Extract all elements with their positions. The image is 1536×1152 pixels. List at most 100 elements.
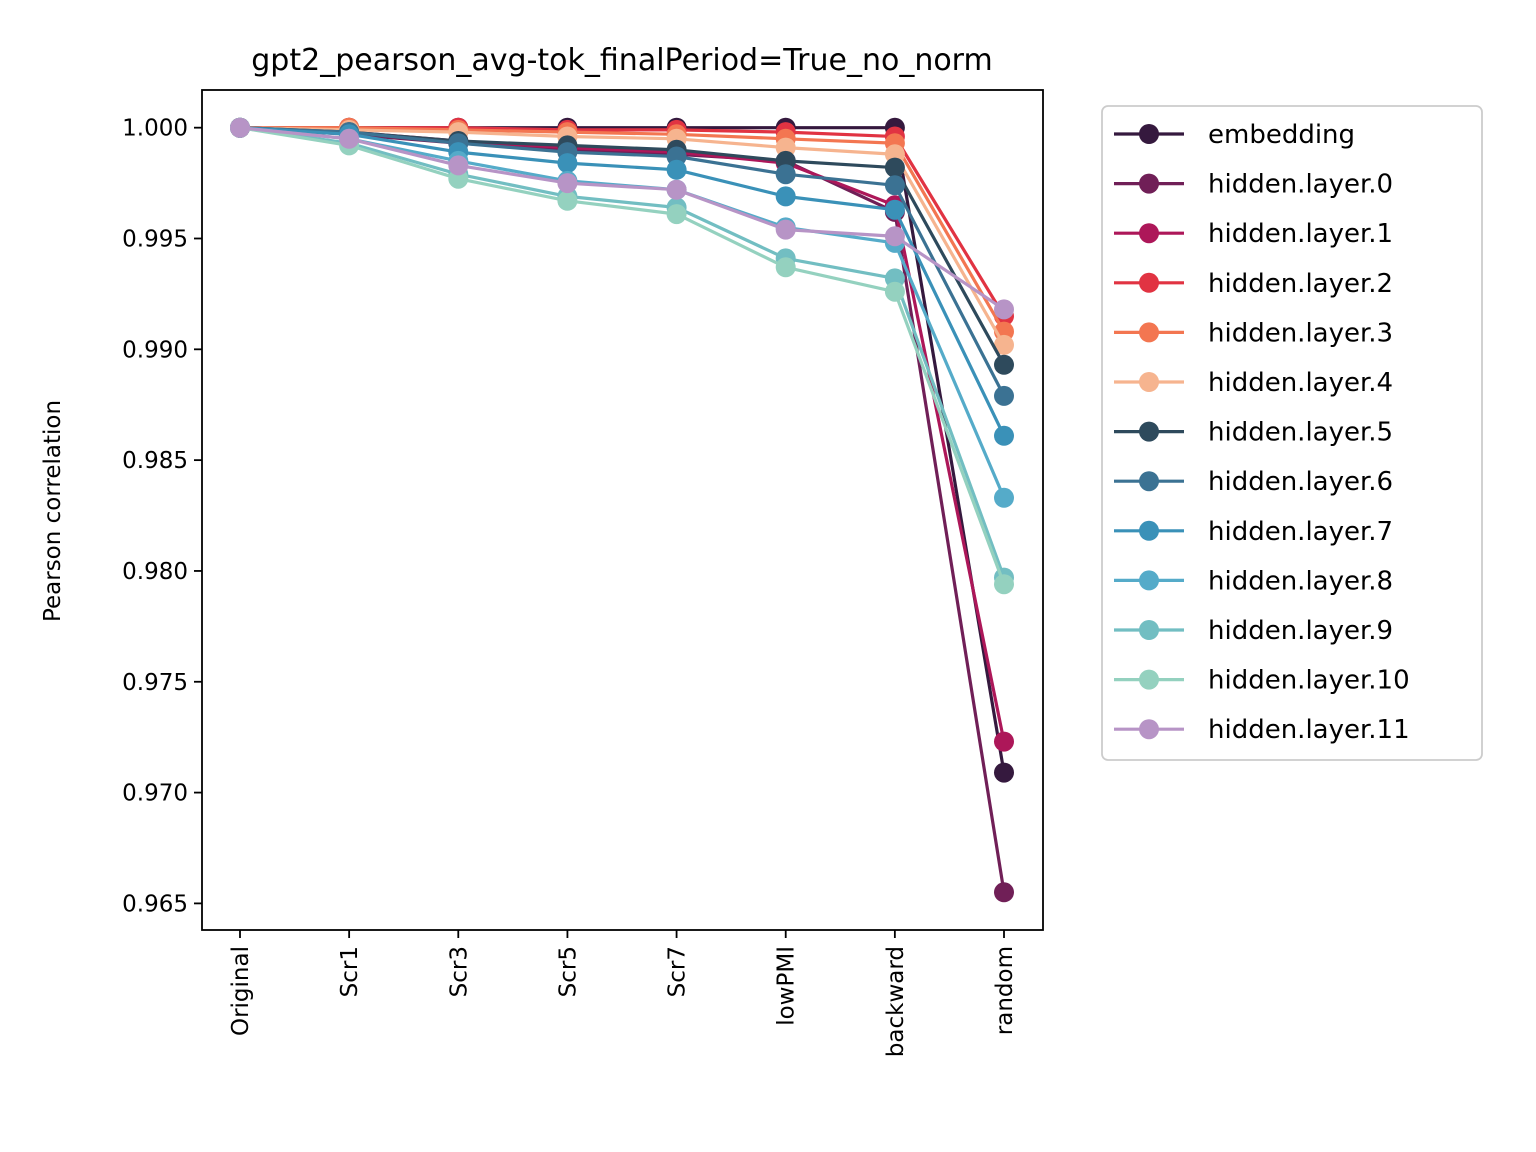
- series-hidden.layer.11: [230, 117, 1014, 320]
- data-point: [666, 204, 687, 225]
- legend-marker: [1139, 372, 1159, 392]
- legend-label: hidden.layer.7: [1208, 517, 1393, 547]
- data-point: [994, 354, 1014, 375]
- legend-label: hidden.layer.2: [1208, 269, 1393, 299]
- data-point: [448, 155, 469, 176]
- plot-area: [230, 117, 1014, 903]
- data-point: [666, 179, 687, 200]
- data-point: [884, 157, 905, 178]
- legend-item: hidden.layer.7: [1114, 517, 1393, 547]
- data-point: [994, 882, 1014, 903]
- y-tick-label: 0.995: [122, 226, 188, 252]
- legend-item: hidden.layer.10: [1114, 666, 1410, 696]
- legend-label: hidden.layer.11: [1208, 715, 1410, 745]
- x-tick-label: Scr3: [446, 946, 472, 997]
- data-point: [884, 281, 905, 302]
- data-point: [994, 425, 1014, 446]
- legend-marker: [1139, 570, 1159, 591]
- legend-label: hidden.layer.8: [1208, 566, 1393, 596]
- legend-marker: [1139, 669, 1159, 690]
- legend-marker: [1139, 719, 1159, 740]
- legend-label: hidden.layer.9: [1208, 616, 1393, 646]
- x-tick-label: Scr7: [665, 946, 691, 997]
- legend-item: hidden.layer.6: [1114, 467, 1393, 497]
- legend-marker: [1139, 272, 1159, 293]
- legend-frame: [1101, 105, 1483, 761]
- y-tick-label: 0.990: [122, 337, 188, 363]
- series-line: [239, 126, 1006, 397]
- series-line: [239, 126, 1006, 346]
- legend-label: hidden.layer.10: [1208, 666, 1410, 696]
- data-point: [884, 226, 905, 247]
- legend-label: hidden.layer.4: [1208, 368, 1393, 398]
- chart-title: gpt2_pearson_avg-tok_finalPeriod=True_no…: [251, 43, 992, 78]
- series-line: [239, 126, 1006, 437]
- legend-item: hidden.layer.8: [1114, 566, 1393, 596]
- data-point: [666, 159, 687, 180]
- legend-marker: [1139, 223, 1159, 244]
- x-tick-label: Scr5: [555, 946, 581, 997]
- data-point: [775, 257, 796, 278]
- legend-marker: [1139, 124, 1159, 144]
- y-tick-label: 0.975: [122, 670, 188, 696]
- legend-item: hidden.layer.11: [1114, 715, 1410, 745]
- data-point: [230, 117, 250, 138]
- data-point: [775, 186, 796, 207]
- data-point: [557, 173, 578, 194]
- legend-marker: [1139, 421, 1159, 442]
- data-point: [775, 164, 796, 185]
- x-tick-label: backward: [883, 946, 909, 1057]
- legend-label: hidden.layer.1: [1208, 219, 1393, 249]
- data-point: [994, 334, 1014, 355]
- data-point: [884, 175, 905, 196]
- axes: 0.965 0.970 0.975 0.980 0.985 0.990 0.995 1.000…: [122, 89, 1044, 1057]
- series-line: [239, 126, 1006, 585]
- series-line: [240, 126, 1006, 333]
- legend-item: hidden.layer.3: [1114, 318, 1393, 348]
- y-tick-label: 0.970: [122, 781, 188, 807]
- x-tick-label: Scr1: [337, 946, 363, 997]
- y-tick-label: 1.000: [122, 116, 188, 142]
- legend-marker: [1139, 471, 1159, 492]
- legend-label: embedding: [1208, 120, 1355, 150]
- x-tick-label: lowPMI: [774, 946, 800, 1026]
- y-tick-label: 0.980: [122, 559, 188, 585]
- legend-label: hidden.layer.3: [1208, 318, 1393, 348]
- legend-item: hidden.layer.2: [1114, 269, 1393, 299]
- data-point: [884, 199, 905, 220]
- data-point: [994, 299, 1014, 320]
- legend-marker: [1139, 620, 1159, 640]
- legend-item: hidden.layer.0: [1114, 170, 1393, 200]
- series-hidden.layer.10: [230, 117, 1014, 595]
- legend-marker: [1139, 173, 1159, 194]
- data-point: [994, 731, 1014, 752]
- data-point: [775, 219, 796, 240]
- legend-label: hidden.layer.0: [1208, 170, 1393, 200]
- legend-marker: [1139, 520, 1159, 541]
- legend-item: embedding: [1114, 120, 1355, 150]
- series-line: [240, 126, 1006, 773]
- legend-marker: [1139, 322, 1159, 343]
- data-point: [557, 153, 578, 174]
- series-line: [239, 126, 1005, 311]
- x-tick-label: random: [992, 946, 1018, 1035]
- legend: embedding hidden.layer.0 hidden.layer.1 hid…: [1101, 105, 1483, 761]
- y-tick-label: 0.965: [122, 891, 188, 917]
- legend-item: hidden.layer.4: [1114, 368, 1393, 398]
- data-point: [557, 190, 578, 211]
- series-line: [239, 126, 1006, 579]
- plot-frame: [201, 89, 1044, 931]
- data-point: [994, 487, 1014, 508]
- legend-label: hidden.layer.5: [1208, 418, 1393, 448]
- legend-item: hidden.layer.9: [1114, 616, 1393, 646]
- y-tick-label: 0.985: [122, 448, 188, 474]
- legend-item: hidden.layer.5: [1114, 418, 1393, 448]
- x-tick-label: Original: [228, 946, 254, 1036]
- legend-label: hidden.layer.6: [1208, 467, 1393, 497]
- data-point: [994, 385, 1014, 406]
- y-axis-label: Pearson correlation: [40, 400, 66, 622]
- data-point: [339, 128, 360, 149]
- data-point: [994, 574, 1014, 595]
- data-point: [994, 762, 1014, 783]
